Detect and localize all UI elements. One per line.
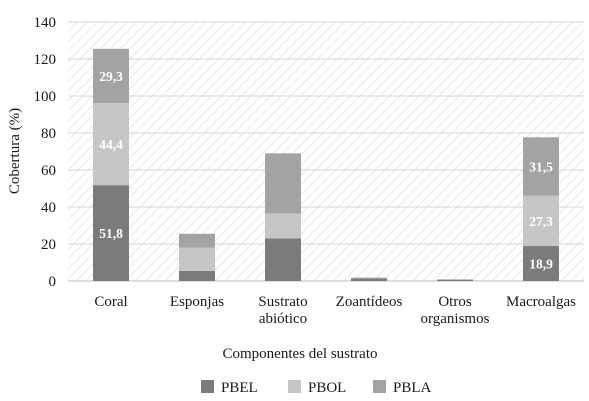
data-label: 51,8 (99, 226, 123, 241)
bar-pbel (437, 279, 473, 281)
bar-pbla (179, 233, 215, 248)
bars (93, 48, 559, 281)
x-tick-label: organismos (421, 311, 490, 327)
plot-area (68, 22, 584, 281)
x-tick-label: Sustrato (258, 294, 307, 310)
legend-label: PBOL (308, 380, 346, 396)
y-tick-label: 120 (34, 52, 57, 68)
y-tick-label: 0 (49, 274, 57, 290)
bar-pbol (523, 195, 559, 247)
y-axis-title: Cobertura (%) (7, 108, 23, 194)
data-label: 27,3 (529, 214, 553, 229)
x-tick-label: abiótico (259, 311, 307, 327)
gridlines (68, 21, 584, 282)
y-tick-labels: 0 20 40 60 80 100 120 140 (34, 15, 57, 290)
y-tick-label: 20 (41, 237, 56, 253)
bar-pbel (351, 278, 387, 281)
data-label: 44,4 (99, 137, 123, 152)
legend-swatch-pbol (288, 380, 301, 393)
data-labels: 51,8 44,4 29,3 18,9 27,3 31,5 (99, 69, 553, 272)
bar-pbel (523, 246, 559, 281)
x-tick-label: Esponjas (170, 294, 224, 310)
bar-pbol (265, 213, 301, 239)
x-axis-title: Componentes del sustrato (223, 346, 378, 362)
bar-pbla (523, 137, 559, 196)
legend: PBEL PBOL PBLA (201, 380, 432, 396)
legend-label: PBEL (221, 380, 258, 396)
y-tick-label: 60 (41, 163, 56, 179)
legend-swatch-pbla (373, 380, 386, 393)
x-tick-label: Coral (94, 294, 127, 310)
y-tick-label: 40 (41, 200, 56, 216)
bar-pbel (93, 185, 129, 281)
data-label: 18,9 (529, 257, 553, 272)
legend-swatch-pbel (201, 380, 214, 393)
x-tick-label: Zoantídeos (336, 294, 403, 310)
legend-label: PBLA (393, 380, 432, 396)
data-label: 29,3 (99, 69, 123, 84)
y-tick-label: 80 (41, 126, 56, 142)
bar-pbel (179, 270, 215, 281)
x-tick-label: Otros (438, 294, 471, 310)
data-label: 31,5 (529, 159, 553, 174)
bar-pbla (265, 153, 301, 214)
bar-pbol (93, 103, 129, 186)
bar-pbel (265, 238, 301, 281)
x-tick-label: Macroalgas (506, 294, 576, 310)
y-tick-label: 140 (34, 15, 57, 31)
y-tick-label: 100 (34, 89, 57, 105)
bar-pbol (179, 247, 215, 271)
bar-pbla (93, 48, 129, 104)
